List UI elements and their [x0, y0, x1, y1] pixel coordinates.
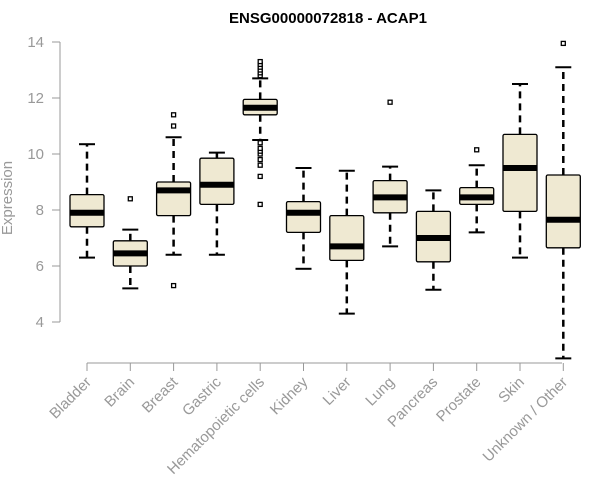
- box-gastric: [199, 151, 235, 256]
- y-tick-label: 14: [27, 34, 44, 51]
- box-kidney: [285, 167, 322, 270]
- outlier-point: [257, 58, 263, 65]
- box-unknown-other: [545, 40, 581, 360]
- box-pancreas: [415, 189, 452, 291]
- y-axis-ticks: 4 6 8 10 12 14: [27, 34, 60, 331]
- iqr-box: [502, 133, 538, 213]
- outlier-point: [387, 99, 393, 105]
- box-bladder: [69, 143, 105, 259]
- iqr-box: [155, 181, 192, 217]
- outlier-point: [257, 145, 263, 152]
- boxes-group: [69, 40, 581, 360]
- y-axis-label: Expression: [0, 161, 16, 235]
- outlier-point: [170, 123, 177, 129]
- chart-title: ENSG00000072818 - ACAP1: [229, 10, 427, 27]
- box-liver: [329, 169, 365, 315]
- box-lung: [372, 99, 408, 248]
- iqr-box: [545, 174, 581, 249]
- y-tick-label: 4: [36, 314, 44, 331]
- x-tick-label: Liver: [320, 374, 355, 409]
- x-tick-label: Kidney: [267, 373, 312, 418]
- y-tick-label: 8: [36, 202, 44, 219]
- outlier-point: [474, 147, 480, 153]
- iqr-box: [329, 214, 365, 262]
- iqr-box: [285, 200, 322, 234]
- outlier-point: [127, 196, 133, 202]
- outlier-point: [257, 201, 263, 208]
- x-tick-label: Brain: [101, 374, 138, 411]
- iqr-box: [199, 157, 235, 206]
- box-skin: [502, 83, 538, 259]
- box-brain: [112, 196, 148, 290]
- outlier-point: [257, 162, 263, 168]
- outlier-point: [257, 140, 263, 146]
- outlier-point: [170, 112, 177, 118]
- outlier-point: [257, 173, 263, 180]
- x-tick-label: Breast: [139, 373, 182, 416]
- box-hematopoietic-cells: [242, 58, 278, 208]
- outlier-point: [560, 40, 566, 47]
- x-tick-label: Skin: [495, 374, 528, 407]
- box-prostate: [459, 147, 495, 234]
- x-tick-label: Lung: [362, 374, 398, 410]
- x-tick-label: Bladder: [46, 374, 95, 423]
- outlier-point: [257, 156, 263, 163]
- box-breast: [155, 112, 192, 289]
- x-tick-label: Prostate: [433, 374, 485, 426]
- y-tick-label: 6: [36, 258, 44, 275]
- y-tick-label: 10: [27, 146, 44, 163]
- outlier-point: [170, 282, 177, 289]
- y-tick-label: 12: [27, 90, 44, 107]
